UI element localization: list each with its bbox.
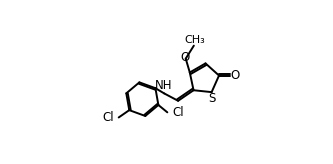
Text: Cl: Cl: [103, 111, 114, 124]
Text: CH₃: CH₃: [184, 35, 205, 45]
Text: NH: NH: [155, 79, 172, 92]
Text: Cl: Cl: [172, 106, 183, 119]
Text: O: O: [180, 51, 190, 64]
Text: S: S: [208, 92, 215, 105]
Text: O: O: [230, 69, 239, 82]
